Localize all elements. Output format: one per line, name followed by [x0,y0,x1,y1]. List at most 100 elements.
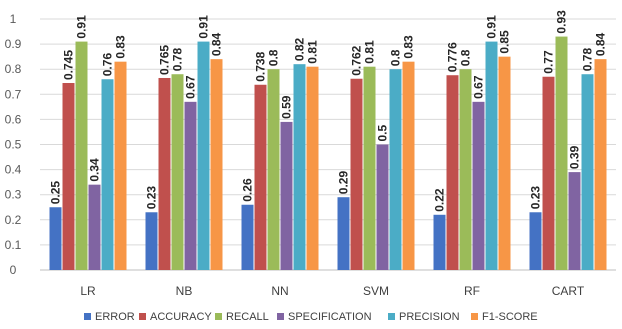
bar-recall-lr [75,41,88,271]
data-label: 0.82 [293,37,307,61]
bar-specification-svm [376,144,389,270]
bars [49,36,607,271]
legend-item-error: ERROR [84,311,135,323]
bar-accuracy-lr [62,83,75,270]
y-tick-label: 0.4 [5,163,22,177]
legend-label: PRECISION [399,311,460,323]
y-tick-label: 0.1 [5,238,22,252]
bar-f1-score-cart [594,59,607,270]
legend-item-recall: RECALL [215,311,269,323]
bar-recall-svm [363,66,376,270]
bar-accuracy-nb [158,77,171,270]
legend: ERROR ACCURACY RECALL SPECIFICATION PRECISIO… [84,311,538,323]
bar-specification-lr [88,184,101,270]
data-label: 0.67 [184,75,198,99]
bar-precision-svm [389,69,402,270]
bar-precision-rf [485,41,498,271]
bar-specification-rf [472,101,485,270]
data-label: 0.81 [363,40,377,64]
data-label: 0.738 [254,51,268,81]
data-label: 0.765 [158,45,172,75]
data-label: 0.29 [337,171,351,195]
data-label: 0.84 [594,32,608,56]
bar-f1-score-nb [210,59,223,270]
data-label: 0.8 [267,49,281,66]
x-axis-categories: LR NB NN SVM RF CART [80,284,585,298]
bar-accuracy-rf [446,75,459,270]
x-category-label: NB [176,284,193,298]
bar-f1-score-rf [498,56,511,271]
x-category-label: NN [271,284,288,298]
y-tick-label: 0 [10,263,17,277]
x-category-label: SVM [363,284,389,298]
bar-specification-nb [184,101,197,270]
gridlines [40,18,616,271]
data-label: 0.67 [472,75,486,99]
data-label: 0.83 [114,35,128,59]
data-label: 0.23 [529,186,543,210]
data-label: 0.85 [498,30,512,54]
data-label: 0.34 [88,158,102,182]
bar-error-cart [529,212,542,270]
bar-recall-nb [171,74,184,270]
data-label: 0.91 [75,15,89,39]
data-label: 0.83 [402,35,416,59]
data-label: 0.23 [145,186,159,210]
bar-accuracy-nn [254,84,267,271]
bar-recall-nn [267,69,280,270]
legend-marker [139,313,146,320]
bar-error-nn [241,204,254,270]
y-tick-label: 0.3 [5,188,22,202]
bar-f1-score-lr [114,61,127,270]
legend-marker [215,313,222,320]
y-tick-label: 0.7 [5,87,22,101]
data-label: 0.8 [389,49,403,66]
bar-recall-cart [555,36,568,270]
data-label: 0.26 [241,178,255,202]
data-label: 0.745 [62,50,76,80]
legend-label: SPECIFICATION [288,311,372,323]
bar-specification-nn [280,121,293,270]
y-axis-ticks: 0 0.1 0.2 0.3 0.4 0.5 0.6 0.7 0.8 0.9 1 [5,12,22,277]
data-label: 0.762 [350,45,364,75]
bar-error-svm [337,197,350,270]
data-label: 0.59 [280,95,294,119]
legend-label: RECALL [226,311,269,323]
x-category-label: CART [552,284,585,298]
bar-f1-score-nn [306,66,319,270]
bar-precision-lr [101,79,114,271]
bar-error-lr [49,207,62,270]
legend-marker [388,313,395,320]
bar-precision-nb [197,41,210,271]
data-label: 0.22 [433,188,447,212]
x-category-label: RF [464,284,480,298]
data-label: 0.93 [555,10,569,34]
data-label: 0.8 [459,49,473,66]
y-tick-label: 1 [10,12,17,26]
data-label: 0.91 [197,15,211,39]
legend-item-precision: PRECISION [388,311,460,323]
legend-marker [471,313,478,320]
y-tick-label: 0.6 [5,112,22,126]
x-category-label: LR [80,284,96,298]
data-label: 0.5 [376,124,390,141]
y-tick-label: 0.2 [5,213,22,227]
data-label: 0.78 [581,48,595,72]
legend-item-f1-score: F1-SCORE [471,311,538,323]
legend-marker [277,313,284,320]
data-label: 0.25 [49,181,63,205]
bar-error-nb [145,212,158,270]
legend-item-accuracy: ACCURACY [139,311,212,323]
bar-f1-score-svm [402,61,415,270]
data-label: 0.78 [171,48,185,72]
data-label: 0.91 [485,15,499,39]
data-label: 0.76 [101,53,115,77]
data-label: 0.81 [306,40,320,64]
legend-item-specification: SPECIFICATION [277,311,372,323]
data-label: 0.39 [568,145,582,169]
data-label: 0.776 [446,42,460,72]
legend-marker [84,313,91,320]
